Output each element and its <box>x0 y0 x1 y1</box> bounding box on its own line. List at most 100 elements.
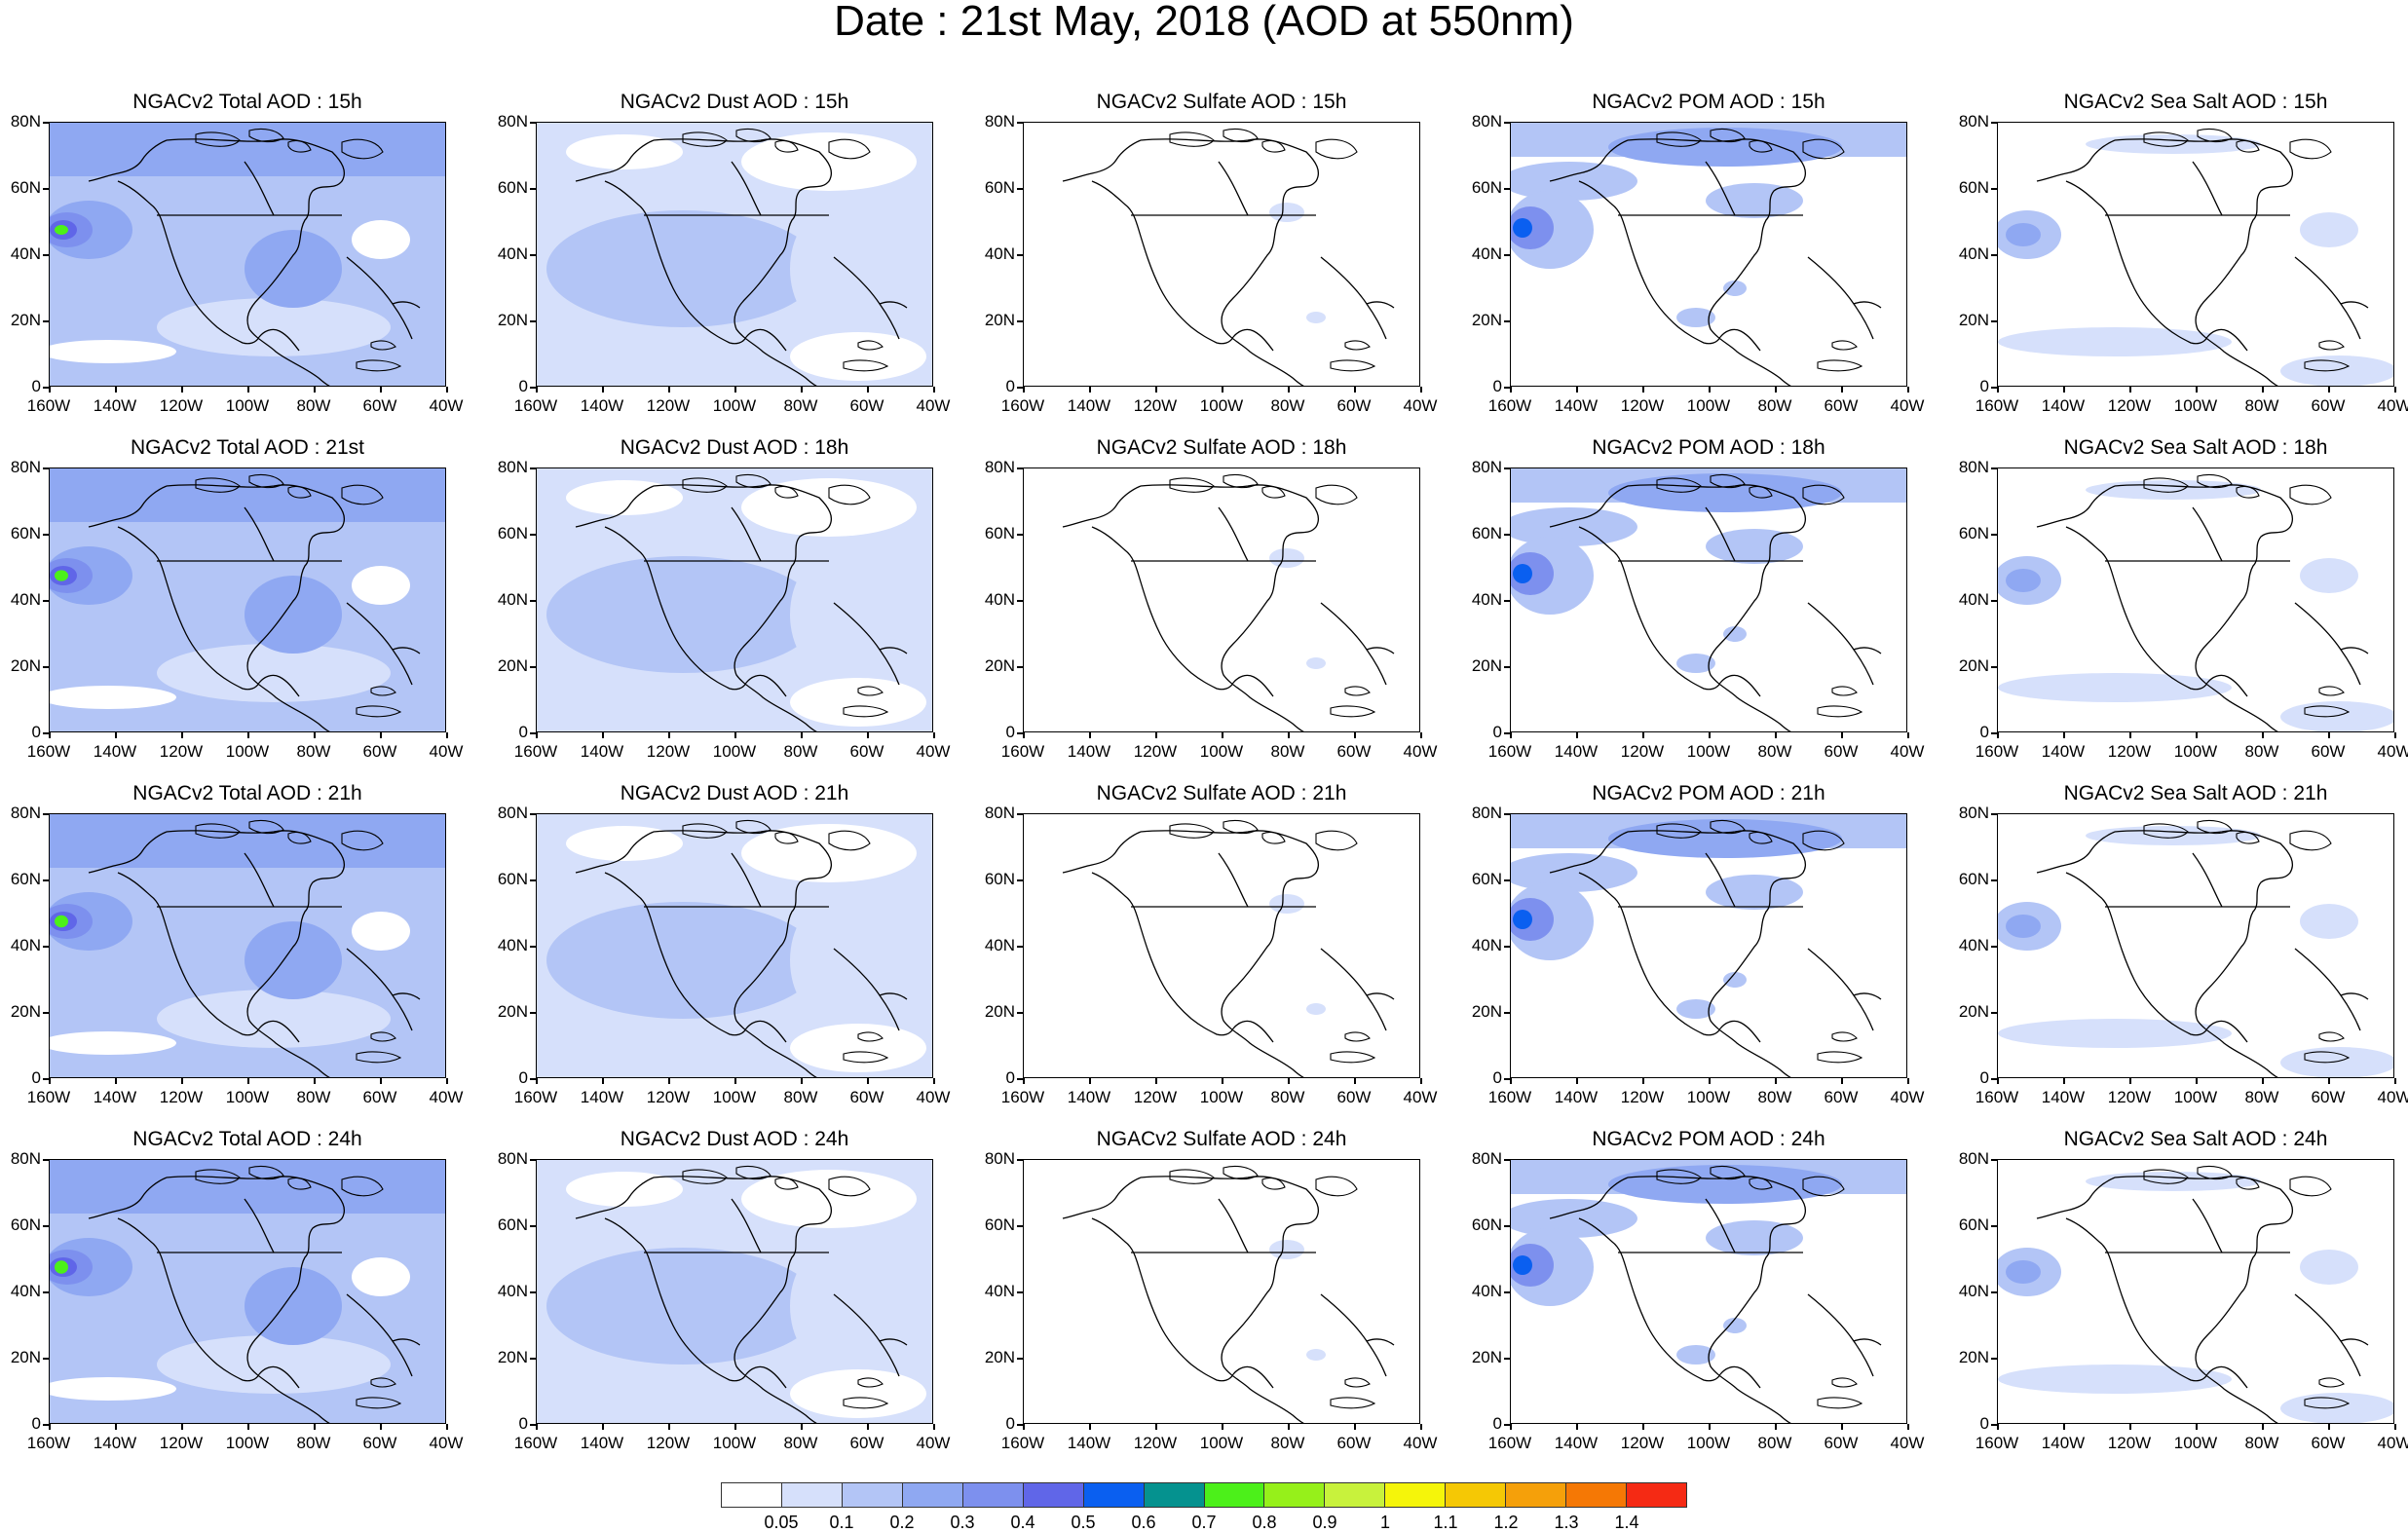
x-tick-label: 160W <box>1975 396 2019 415</box>
y-tick-label: 40N <box>1958 1282 1989 1300</box>
y-tick-label: 0 <box>1005 1068 1015 1087</box>
colorbar-label: 0.6 <box>1131 1513 1156 1532</box>
y-tick-mark <box>43 946 49 948</box>
x-tick-mark <box>49 1078 51 1084</box>
y-tick-mark <box>43 320 49 322</box>
y-tick-label: 80N <box>10 1149 41 1168</box>
y-tick-label: 0 <box>1492 1414 1502 1433</box>
x-tick-mark <box>1775 387 1777 393</box>
y-tick-label: 40N <box>1471 244 1502 263</box>
y-tick-label: 40N <box>984 1282 1015 1300</box>
y-tick-mark <box>43 813 49 815</box>
x-tick-mark <box>536 1424 538 1430</box>
colorbar-swatch <box>781 1483 843 1507</box>
x-tick-label: 100W <box>225 396 270 415</box>
x-tick-mark <box>115 732 117 738</box>
x-tick-label: 60W <box>362 742 397 761</box>
x-tick-label: 120W <box>1620 1088 1665 1106</box>
x-tick-mark <box>1023 387 1025 393</box>
x-tick-label: 80W <box>1757 396 1792 415</box>
colorbar-swatch <box>1566 1483 1628 1507</box>
x-tick-label: 80W <box>296 742 331 761</box>
y-tick-label: 40N <box>1471 590 1502 609</box>
y-tick-label: 80N <box>1958 458 1989 476</box>
y-tick-label: 40N <box>1471 1282 1502 1300</box>
x-tick-label: 100W <box>225 742 270 761</box>
x-tick-mark <box>867 387 869 393</box>
x-tick-mark <box>2262 1078 2264 1084</box>
aod-field <box>50 1160 445 1423</box>
y-tick-label: 60N <box>497 178 528 197</box>
colorbar-swatch <box>1083 1483 1145 1507</box>
x-tick-label: 140W <box>1554 1088 1599 1106</box>
colorbar-label: 0.9 <box>1312 1513 1337 1532</box>
x-tick-mark <box>380 1424 382 1430</box>
panel-title: NGACv2 Total AOD : 21st <box>130 436 365 459</box>
y-tick-mark <box>1017 254 1023 256</box>
y-tick-mark <box>43 1225 49 1227</box>
x-tick-label: 140W <box>93 1088 137 1106</box>
x-tick-label: 100W <box>1199 1434 1244 1452</box>
x-tick-mark <box>1420 387 1422 393</box>
x-tick-label: 120W <box>2107 742 2152 761</box>
y-tick-mark <box>530 122 536 124</box>
x-tick-mark <box>2196 1424 2198 1430</box>
aod-field <box>1062 128 1395 386</box>
y-tick-label: 40N <box>984 590 1015 609</box>
x-tick-label: 140W <box>1067 396 1111 415</box>
x-tick-label: 40W <box>1403 1434 1438 1452</box>
x-tick-label: 40W <box>1403 1088 1438 1106</box>
x-tick-label: 140W <box>2041 396 2086 415</box>
x-tick-label: 60W <box>1824 1088 1859 1106</box>
x-tick-label: 40W <box>1890 742 1925 761</box>
x-tick-mark <box>1510 387 1512 393</box>
aod-field <box>50 123 445 386</box>
x-tick-mark <box>1089 1078 1091 1084</box>
y-tick-label: 40N <box>1958 590 1989 609</box>
y-tick-mark <box>1504 946 1510 948</box>
y-tick-label: 40N <box>1958 936 1989 954</box>
y-tick-label: 20N <box>1958 311 1989 329</box>
x-tick-label: 160W <box>1975 742 2019 761</box>
x-tick-label: 60W <box>362 1434 397 1452</box>
map-plot-area <box>1997 467 2394 732</box>
x-tick-label: 100W <box>225 1088 270 1106</box>
x-tick-mark <box>1023 732 1025 738</box>
x-tick-label: 160W <box>1975 1434 2019 1452</box>
x-tick-mark <box>1089 732 1091 738</box>
x-tick-label: 80W <box>1757 742 1792 761</box>
y-tick-label: 0 <box>31 1068 41 1087</box>
panel-title: NGACv2 Dust AOD : 15h <box>620 91 849 113</box>
y-tick-mark <box>1991 1078 1997 1080</box>
x-tick-mark <box>314 387 316 393</box>
y-tick-mark <box>1991 1159 1997 1161</box>
y-tick-mark <box>1504 254 1510 256</box>
x-tick-mark <box>2262 732 2264 738</box>
x-tick-mark <box>2063 1078 2065 1084</box>
x-tick-mark <box>380 387 382 393</box>
map-plot-area <box>49 1159 446 1424</box>
x-tick-label: 40W <box>1403 396 1438 415</box>
x-tick-label: 100W <box>1686 1434 1731 1452</box>
y-tick-mark <box>1504 1358 1510 1360</box>
x-tick-label: 80W <box>2244 1434 2279 1452</box>
x-tick-mark <box>1775 1424 1777 1430</box>
y-tick-label: 20N <box>984 1002 1015 1021</box>
x-tick-mark <box>115 1078 117 1084</box>
x-tick-mark <box>181 732 183 738</box>
colorbar-swatch <box>1144 1483 1205 1507</box>
map-plot-area <box>1997 1159 2394 1424</box>
x-tick-mark <box>1907 387 1909 393</box>
y-tick-mark <box>530 1225 536 1227</box>
y-tick-label: 60N <box>497 1215 528 1234</box>
colorbar-label: 0.1 <box>829 1513 854 1532</box>
x-tick-label: 40W <box>1890 396 1925 415</box>
y-tick-mark <box>43 879 49 881</box>
y-tick-mark <box>530 254 536 256</box>
x-tick-label: 80W <box>783 1434 818 1452</box>
x-tick-label: 60W <box>1824 742 1859 761</box>
y-tick-label: 20N <box>1958 1002 1989 1021</box>
y-tick-label: 0 <box>518 377 528 395</box>
aod-field <box>50 468 445 731</box>
x-tick-label: 120W <box>2107 1088 2152 1106</box>
